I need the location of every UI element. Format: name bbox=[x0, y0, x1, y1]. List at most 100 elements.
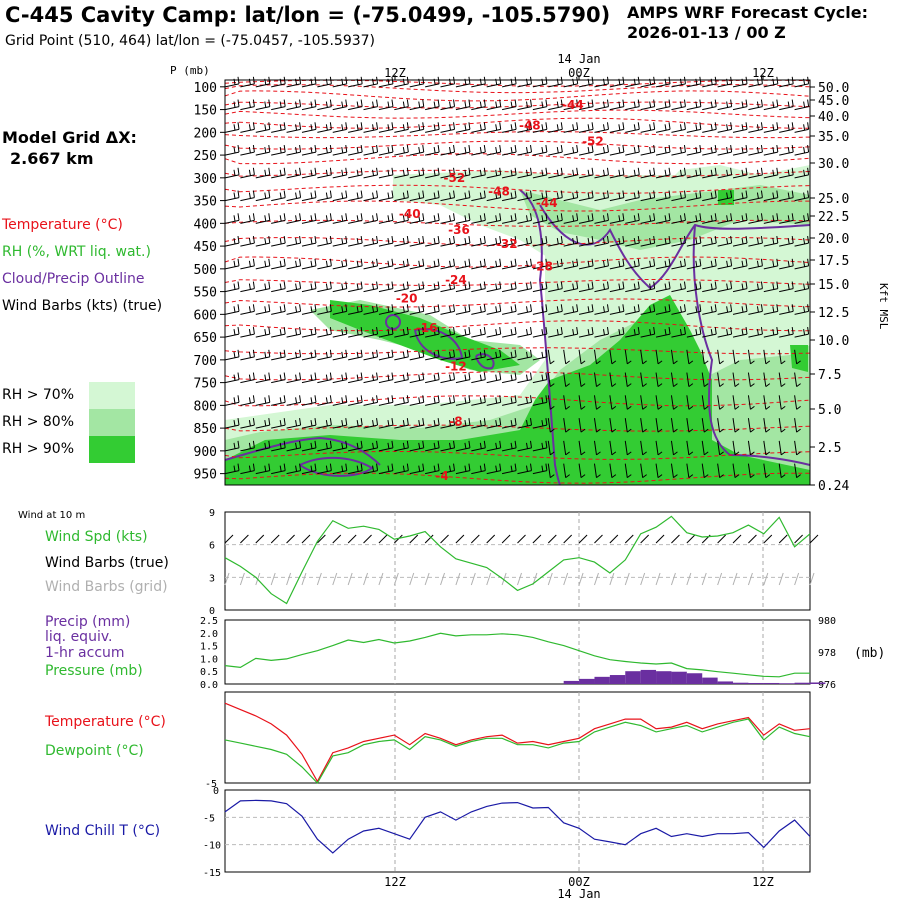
wind-barb bbox=[301, 395, 317, 406]
surface-wind-barb bbox=[363, 534, 372, 544]
surface-wind-barb-grid bbox=[794, 572, 800, 586]
wind-barb bbox=[717, 349, 724, 365]
wind-barb bbox=[594, 213, 609, 224]
wind-barb bbox=[301, 76, 317, 88]
wind-barb bbox=[271, 258, 286, 270]
legend-wind-chill: Wind Chill T (°C) bbox=[45, 823, 161, 839]
wind-barb bbox=[609, 372, 617, 388]
legend-precip: Precip (mm) bbox=[45, 614, 131, 630]
wind-barb bbox=[640, 349, 647, 365]
wind-barb bbox=[301, 440, 317, 452]
wind-chill-tick: 0 bbox=[213, 786, 219, 797]
wind-barb bbox=[425, 145, 440, 156]
wind-barb bbox=[363, 122, 379, 133]
wind-barb bbox=[671, 327, 686, 338]
wind-barb bbox=[732, 281, 748, 293]
wind-barb bbox=[255, 213, 271, 224]
wind-barb bbox=[486, 145, 502, 156]
wind-barb bbox=[563, 122, 579, 133]
wind-barb bbox=[317, 258, 332, 270]
surface-wind-barb-grid bbox=[409, 572, 415, 586]
wind-barb bbox=[609, 213, 625, 224]
wind-barb bbox=[471, 372, 486, 384]
temperature-contour bbox=[224, 131, 811, 139]
wind-barb bbox=[625, 281, 640, 293]
height-axis-title: Kft MSL bbox=[877, 283, 890, 330]
wind-barb bbox=[271, 122, 286, 133]
wind-barb bbox=[625, 190, 640, 202]
wind-chill-tick: -10 bbox=[203, 841, 221, 852]
temperature-label: -12 bbox=[445, 360, 467, 374]
wind-barb bbox=[794, 463, 801, 479]
temperature-contour bbox=[224, 153, 811, 165]
wind-barb bbox=[286, 258, 302, 270]
wind-barb bbox=[363, 304, 379, 315]
forecast-cycle-label: AMPS WRF Forecast Cycle: bbox=[627, 3, 869, 22]
surface-wind-barb bbox=[455, 534, 465, 544]
surface-wind-barb-grid bbox=[778, 572, 784, 586]
wind-barb bbox=[440, 145, 456, 156]
wind-barb bbox=[563, 304, 579, 315]
wind-barb bbox=[363, 327, 379, 338]
wind-barb bbox=[686, 122, 702, 133]
surface-wind-barb-grid bbox=[517, 572, 522, 586]
wind-barb bbox=[486, 349, 502, 361]
wind-barb bbox=[563, 395, 570, 410]
wind-barb bbox=[440, 304, 456, 315]
wind-barb bbox=[348, 76, 363, 88]
wind-barb bbox=[624, 440, 632, 456]
wind-barb bbox=[640, 281, 656, 293]
rh-shading bbox=[225, 165, 810, 485]
wind-barb bbox=[702, 258, 717, 270]
grid-point-subtitle: Grid Point (510, 464) lat/lon = (-75.045… bbox=[5, 33, 376, 49]
wind-barb bbox=[471, 349, 486, 361]
wind-barb bbox=[471, 258, 486, 270]
height-tick-label: 5.0 bbox=[818, 403, 841, 418]
wind-barb bbox=[224, 258, 240, 270]
wind-barb bbox=[255, 281, 271, 293]
cloud-outline-right bbox=[692, 224, 811, 466]
wind-barb bbox=[717, 418, 724, 433]
wind-barb bbox=[794, 258, 810, 270]
wind-barb bbox=[594, 99, 609, 111]
wind-barb bbox=[286, 190, 302, 202]
wind-barb bbox=[394, 349, 409, 361]
wind-barb bbox=[409, 418, 425, 429]
wind-barb bbox=[794, 349, 801, 365]
precip-panel-frame bbox=[224, 619, 811, 685]
wind-barb bbox=[409, 236, 425, 247]
wind-barb bbox=[794, 213, 810, 224]
precip-panel-tick: 0.5 bbox=[200, 667, 218, 678]
wind-barb bbox=[747, 440, 755, 456]
wind-barb bbox=[425, 304, 440, 315]
wind-barb bbox=[547, 372, 555, 388]
wind-barb bbox=[717, 76, 733, 88]
wind-barb bbox=[594, 122, 609, 133]
wind-barb bbox=[548, 304, 563, 315]
wind-barb bbox=[671, 122, 686, 133]
pressure-line bbox=[224, 632, 810, 678]
surface-wind-barb bbox=[378, 534, 388, 544]
surface-wind-barb-grid bbox=[455, 572, 461, 586]
surface-wind-barb bbox=[594, 534, 603, 544]
wind-barb bbox=[271, 304, 286, 315]
wind-barb bbox=[547, 349, 555, 365]
wind-barb bbox=[671, 236, 686, 247]
precip-bar bbox=[625, 671, 641, 684]
wind-barb bbox=[301, 190, 317, 202]
wind-barb bbox=[363, 440, 379, 452]
wind-barb bbox=[778, 440, 786, 456]
wind-barb bbox=[701, 395, 709, 410]
wind-barb bbox=[455, 349, 471, 361]
wind-barb bbox=[363, 167, 379, 179]
wind-barb bbox=[778, 395, 786, 410]
wind-barb bbox=[517, 122, 532, 133]
wind-barb bbox=[670, 463, 678, 479]
wind-barb bbox=[563, 145, 579, 156]
wind-barb bbox=[317, 327, 332, 338]
wind-barb bbox=[655, 418, 663, 433]
wind-barb bbox=[240, 349, 255, 361]
surface-wind-barb bbox=[655, 534, 665, 544]
wind-barb bbox=[671, 304, 686, 315]
temperature-contour bbox=[224, 256, 811, 268]
